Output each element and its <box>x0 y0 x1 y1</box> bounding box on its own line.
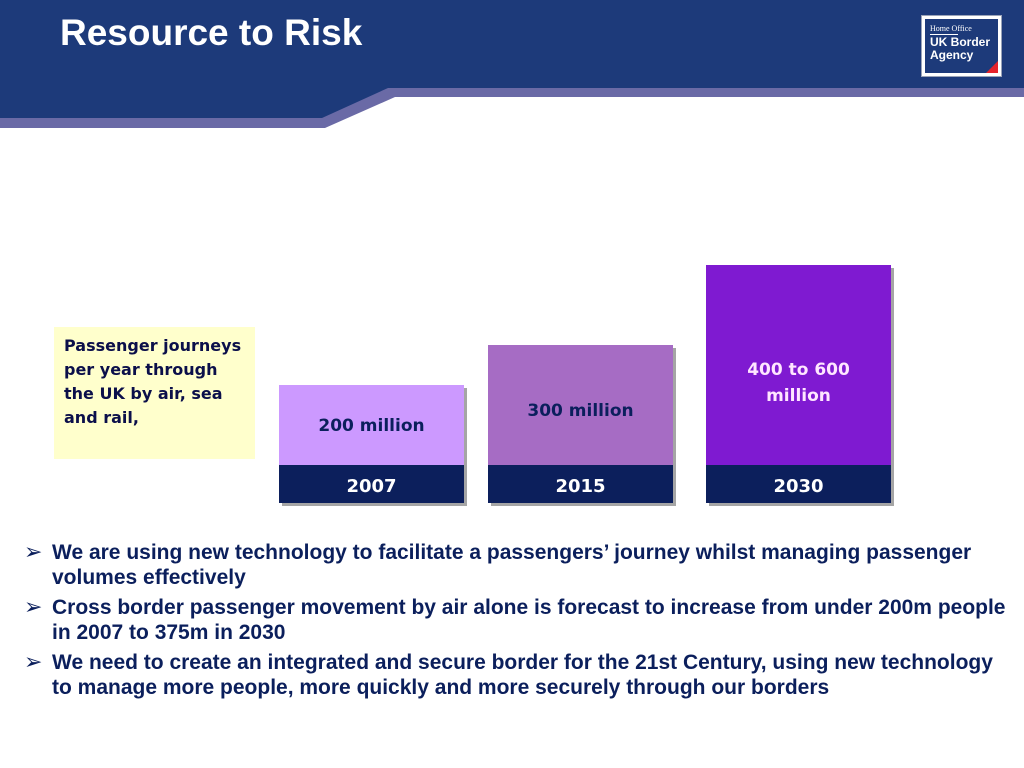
bar-shadow <box>282 388 467 506</box>
bullet-text: We are using new technology to facilitat… <box>52 541 972 589</box>
bar-2015 <box>488 345 673 465</box>
bar-shadow <box>709 268 894 506</box>
bullet-item: ➢ Cross border passenger movement by air … <box>22 595 1012 645</box>
bar-2030 <box>706 265 891 465</box>
uk-border-agency-logo: Home Office UK Border Agency <box>921 15 1002 77</box>
bullet-text: We need to create an integrated and secu… <box>52 651 993 699</box>
bullet-text: Cross border passenger movement by air a… <box>52 596 1006 644</box>
bullet-item: ➢ We need to create an integrated and sec… <box>22 650 1012 700</box>
arrow-bullet-icon: ➢ <box>24 595 43 620</box>
header-band <box>0 0 1024 128</box>
x-tick-label: 2030 <box>773 476 823 497</box>
bullet-list: ➢ We are using new technology to facilita… <box>22 540 1012 705</box>
data-label: 300 million <box>527 401 633 421</box>
x-tick-label: 2007 <box>346 476 396 497</box>
arrow-bullet-icon: ➢ <box>24 650 43 675</box>
arrow-bullet-icon: ➢ <box>24 540 43 565</box>
bar-shadow <box>491 348 676 506</box>
header-background <box>0 0 1024 118</box>
logo-name: UK Border Agency <box>930 35 991 62</box>
logo-corner-triangle <box>986 61 998 73</box>
bar-2007 <box>279 385 464 465</box>
chart-note-box: Passenger journeys per year through the … <box>54 327 255 459</box>
slide-title: Resource to Risk <box>60 12 363 53</box>
data-label: 400 to 600 million <box>747 360 850 406</box>
data-label: 200 million <box>318 416 424 436</box>
x-tick-label: 2015 <box>555 476 605 497</box>
year-band-2007 <box>279 465 464 503</box>
bullet-item: ➢ We are using new technology to facilita… <box>22 540 1012 590</box>
logo-org: Home Office <box>930 24 972 33</box>
year-band-2030 <box>706 465 891 503</box>
year-band-2015 <box>488 465 673 503</box>
